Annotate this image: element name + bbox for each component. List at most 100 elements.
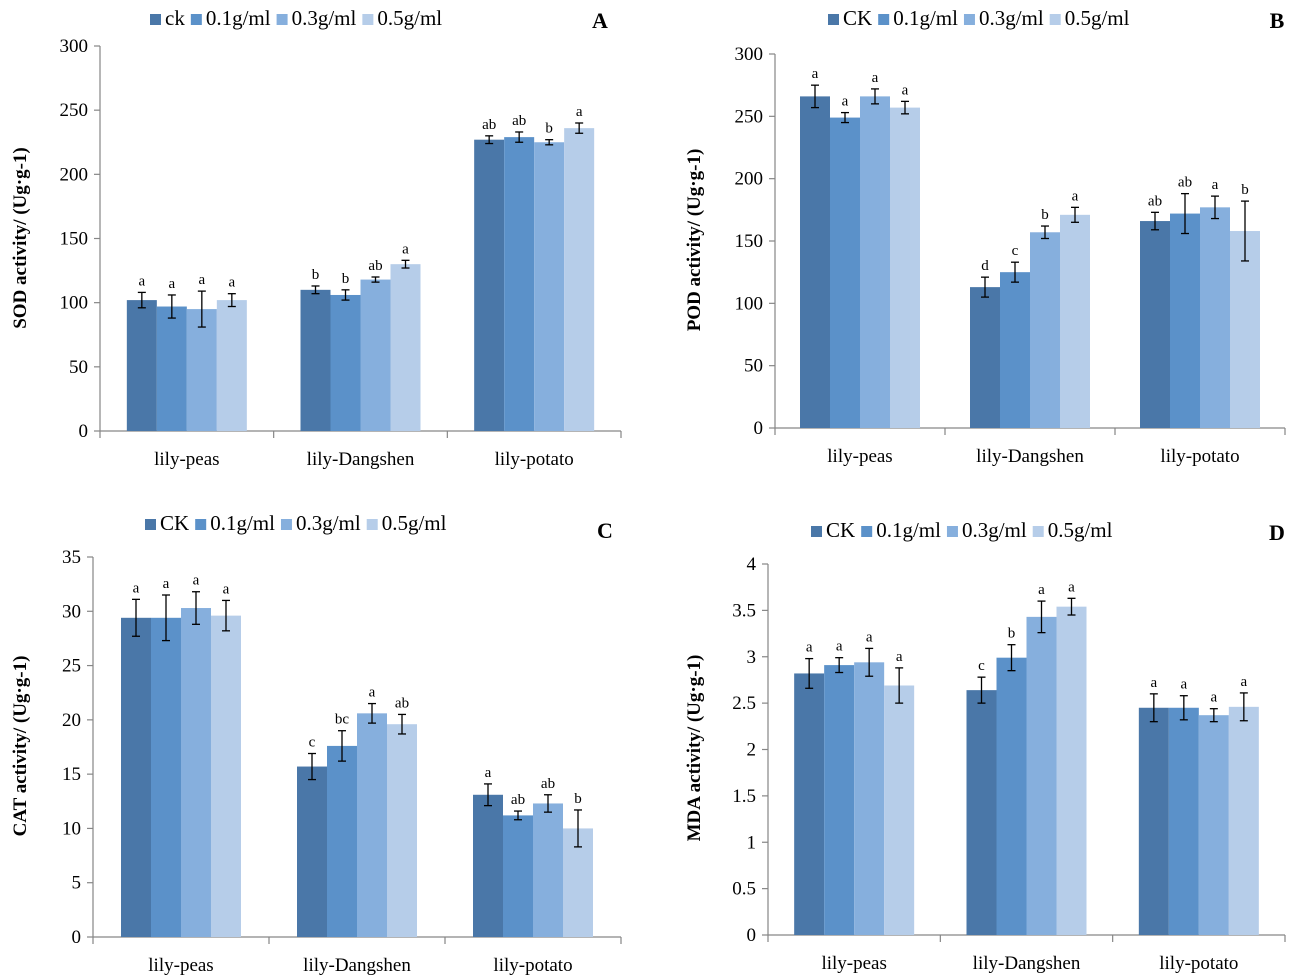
significance-label: a [902,82,909,98]
bar [890,107,920,429]
panel-letter: A [592,8,608,33]
bar [533,803,563,937]
error-bar [544,794,552,813]
y-tick-label: 0 [79,421,89,442]
significance-label: b [1241,182,1249,198]
error-bar [1211,195,1219,220]
legend-label: 0.3g/ml [979,6,1044,30]
significance-label: a [866,629,873,645]
x-tick-label: lily-Dangshen [976,446,1084,467]
error-bar [341,289,350,301]
y-axis-title: CAT activity/ (Ug·g-1) [10,656,31,837]
significance-label: a [223,581,230,597]
x-tick-label: lily-potato [1159,953,1238,974]
legend-swatch [145,519,156,530]
y-tick-label: 3 [747,647,757,668]
error-bar [841,111,849,124]
error-bar [227,293,236,308]
bar [387,724,417,937]
significance-label: a [836,639,843,655]
y-tick-label: 2 [747,740,757,761]
significance-label: a [1212,177,1219,193]
error-bar [1151,211,1159,231]
error-bar [515,131,524,143]
bar [884,685,915,935]
legend-label: 0.5g/ml [377,6,442,30]
bar [1056,606,1087,935]
y-tick-label: 50 [744,356,763,377]
error-bar [162,594,170,642]
significance-label: c [1012,243,1019,259]
legend-swatch [861,526,873,537]
x-tick-label: lily-Dangshen [307,449,415,470]
error-bar [1181,192,1189,235]
panel-letter: D [1269,520,1285,545]
y-tick-label: 1 [747,832,757,853]
y-tick-label: 200 [60,164,89,185]
y-tick-label: 1.5 [732,786,756,807]
error-bar [222,599,230,632]
bar [473,794,503,937]
significance-label: a [896,649,903,665]
legend-swatch [276,14,288,25]
error-bar [1041,225,1049,240]
significance-label: b [312,267,320,283]
bar [1138,707,1169,935]
legend-label: 0.3g/ml [296,511,361,535]
significance-label: a [163,576,170,592]
error-bar [1071,206,1079,223]
bar [357,713,387,937]
significance-label: ab [395,695,409,711]
error-bar [1241,200,1249,262]
significance-label: ab [1178,175,1192,191]
chart-panel-a: 0 50 100 150 200 250 300 SOD activity/ (Ug·g-1)… [10,6,622,470]
bar [534,142,565,431]
significance-label: ab [368,258,382,274]
bar [126,300,157,431]
error-bar [368,702,376,724]
error-bar [981,276,989,298]
legend: ck 0.1g/ml 0.3g/ml 0.5g/ml [150,6,442,30]
significance-label: a [1150,675,1157,691]
y-tick-label: 10 [62,818,81,839]
error-bar [901,100,909,115]
significance-label: a [812,66,819,82]
panel-letter: B [1270,8,1285,33]
error-bar [192,591,200,625]
significance-label: a [1180,677,1187,693]
y-tick-label: 15 [62,764,81,785]
chart-panel-d: 0 0.5 1 1.5 2 2.5 3 3.5 4 MDA activity/ (Ug·g-1) l… [684,518,1286,974]
legend: CK 0.1g/ml 0.3g/ml 0.5g/ml [145,511,447,535]
y-axis-title: POD activity/ (Ug·g-1) [684,149,705,332]
bar [156,306,187,431]
bar [1060,214,1090,428]
legend-swatch [946,526,958,537]
bar [390,264,421,431]
error-bar [545,139,554,146]
legend-swatch [190,14,202,25]
significance-label: c [309,735,316,751]
significance-label: b [1008,626,1016,642]
significance-label: a [872,70,879,86]
bar [186,309,217,431]
bar [970,287,1000,428]
bar [474,139,505,431]
chart-panel-b: 0 50 100 150 200 250 300 POD activity/ (Ug·g-1)… [684,6,1286,467]
y-tick-label: 250 [735,106,764,127]
significance-label: b [545,121,553,137]
significance-label: ab [482,117,496,133]
x-tick-label: lily-peas [148,955,213,976]
significance-label: a [1038,582,1045,598]
bar [830,117,860,428]
legend-swatch [828,14,839,25]
bar [1170,213,1200,428]
legend-swatch [1049,14,1061,25]
y-axis-title: MDA activity/ (Ug·g-1) [684,655,705,842]
significance-label: a [842,94,849,110]
x-tick-label: lily-Dangshen [973,953,1081,974]
bar [800,96,830,429]
significance-label: a [1210,690,1217,706]
bar [1140,221,1170,428]
error-bar [197,290,206,328]
